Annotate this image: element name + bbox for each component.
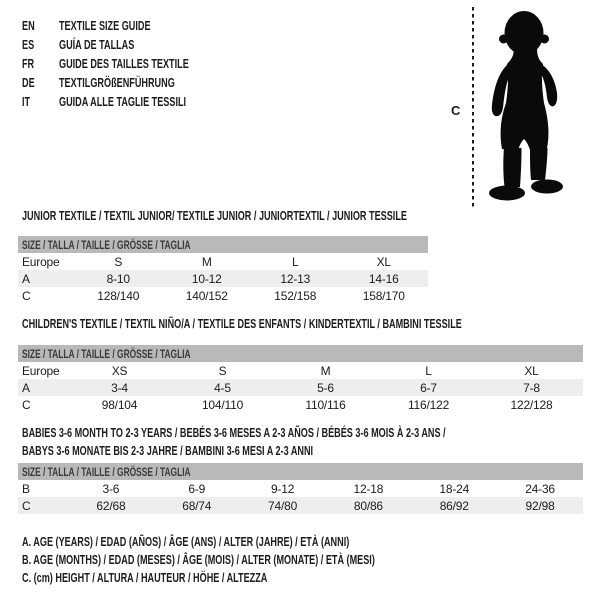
- language-label: TEXTILE SIZE GUIDE: [59, 18, 151, 33]
- size-cell: 10-12: [191, 271, 222, 286]
- size-cell: 6-7: [420, 380, 437, 395]
- language-row-it: IT GUIDA ALLE TAGLIE TESSILI: [22, 92, 244, 111]
- language-label: GUIDE DES TAILLES TEXTILE: [59, 56, 189, 71]
- section-title-junior: JUNIOR TEXTILE / TEXTIL JUNIOR/ TEXTILE …: [22, 209, 572, 222]
- section-title-text: JUNIOR TEXTILE / TEXTIL JUNIOR/ TEXTILE …: [22, 208, 407, 223]
- size-cell: 116/122: [407, 397, 450, 412]
- language-row-fr: FR GUIDE DES TAILLES TEXTILE: [22, 54, 244, 73]
- section-title-text: BABYS 3-6 MONATE BIS 2-3 JAHRE / BAMBINI…: [22, 443, 314, 458]
- legend-text: A. AGE (YEARS) / EDAD (AÑOS) / ÂGE (ANS)…: [22, 534, 350, 549]
- section-title-text: CHILDREN'S TEXTILE / TEXTIL NIÑO/A / TEX…: [22, 316, 462, 331]
- row-label: A: [22, 380, 30, 395]
- size-cell: 128/140: [97, 288, 140, 303]
- section-title-babies-line1: BABIES 3-6 MONTH TO 2-3 YEARS / BEBÉS 3-…: [22, 426, 600, 439]
- height-measure-dashed-line: [472, 7, 474, 207]
- table-row: C 128/140 140/152 152/158 158/170: [18, 287, 428, 304]
- language-row-en: EN TEXTILE SIZE GUIDE: [22, 16, 244, 35]
- table-row: B 3-6 6-9 9-12 12-18 18-24 24-36: [18, 480, 583, 497]
- language-code: ES: [22, 37, 35, 52]
- language-label: GUÍA DE TALLAS: [59, 37, 135, 52]
- row-label: Europe: [22, 254, 60, 269]
- table-header-label: SIZE / TALLA / TAILLE / GRÖSSE / TAGLIA: [22, 346, 191, 361]
- size-cell: 12-18: [353, 481, 384, 496]
- table-row: Europe S M L XL: [18, 253, 428, 270]
- size-cell: 92/98: [525, 498, 555, 513]
- size-cell: 14-16: [368, 271, 399, 286]
- size-cell: 62/68: [96, 498, 126, 513]
- size-cell: L: [292, 254, 299, 269]
- size-cell: 3-4: [111, 380, 128, 395]
- section-title-text: BABIES 3-6 MONTH TO 2-3 YEARS / BEBÉS 3-…: [22, 425, 446, 440]
- language-code: EN: [22, 18, 35, 33]
- table-row: C 98/104 104/110 110/116 116/122 122/128: [18, 396, 583, 413]
- size-cell: 9-12: [270, 481, 295, 496]
- language-label: GUIDA ALLE TAGLIE TESSILI: [59, 94, 187, 109]
- language-code: DE: [22, 75, 35, 90]
- table-header-bar: SIZE / TALLA / TAILLE / GRÖSSE / TAGLIA: [18, 345, 583, 362]
- legend-line-b: B. AGE (MONTHS) / EDAD (MESES) / ÂGE (MO…: [22, 551, 526, 569]
- size-cell: S: [218, 363, 227, 378]
- children-size-table: SIZE / TALLA / TAILLE / GRÖSSE / TAGLIA E…: [18, 345, 583, 413]
- size-cell: M: [201, 254, 212, 269]
- size-cell: 5-6: [317, 380, 334, 395]
- size-cell: 4-5: [214, 380, 231, 395]
- size-cell: 104/110: [201, 397, 244, 412]
- size-cell: XL: [376, 254, 391, 269]
- table-header-bar: SIZE / TALLA / TAILLE / GRÖSSE / TAGLIA: [18, 236, 428, 253]
- babies-size-table: SIZE / TALLA / TAILLE / GRÖSSE / TAGLIA B…: [18, 463, 583, 514]
- table-row: A 3-4 4-5 5-6 6-7 7-8: [18, 379, 583, 396]
- size-cell: 122/128: [510, 397, 553, 412]
- size-cell: 8-10: [106, 271, 130, 286]
- legend-text: B. AGE (MONTHS) / EDAD (MESES) / ÂGE (MO…: [22, 552, 375, 567]
- section-title-babies-line2: BABYS 3-6 MONATE BIS 2-3 JAHRE / BAMBINI…: [22, 444, 438, 457]
- row-label: C: [22, 397, 31, 412]
- language-code: IT: [22, 94, 31, 109]
- legend-block: A. AGE (YEARS) / EDAD (AÑOS) / ÂGE (ANS)…: [22, 533, 526, 587]
- row-label: Europe: [22, 363, 60, 378]
- size-cell: 24-36: [525, 481, 555, 496]
- language-label: TEXTILGRÖßENFÜHRUNG: [59, 75, 175, 90]
- size-cell: XL: [524, 363, 539, 378]
- table-row: C 62/68 68/74 74/80 80/86 86/92 92/98: [18, 497, 583, 514]
- baby-silhouette-icon: [489, 11, 563, 201]
- size-cell: 158/170: [362, 288, 405, 303]
- size-cell: XS: [111, 363, 128, 378]
- table-header-label: SIZE / TALLA / TAILLE / GRÖSSE / TAGLIA: [22, 237, 191, 252]
- size-cell: 74/80: [268, 498, 298, 513]
- size-cell: 98/104: [101, 397, 138, 412]
- size-cell: 18-24: [439, 481, 470, 496]
- table-header-bar: SIZE / TALLA / TAILLE / GRÖSSE / TAGLIA: [18, 463, 583, 480]
- size-cell: 3-6: [102, 481, 120, 496]
- section-title-children: CHILDREN'S TEXTILE / TEXTIL NIÑO/A / TEX…: [22, 317, 600, 330]
- junior-size-table: SIZE / TALLA / TAILLE / GRÖSSE / TAGLIA E…: [18, 236, 428, 304]
- size-cell: 68/74: [182, 498, 212, 513]
- table-row: A 8-10 10-12 12-13 14-16: [18, 270, 428, 287]
- legend-text: C. (cm) HEIGHT / ALTURA / HAUTEUR / HÖHE…: [22, 570, 268, 585]
- size-cell: L: [425, 363, 432, 378]
- row-label: C: [22, 498, 31, 513]
- size-cell: 7-8: [523, 380, 540, 395]
- size-cell: 110/116: [305, 397, 346, 412]
- size-cell: 80/86: [353, 498, 383, 513]
- language-row-es: ES GUÍA DE TALLAS: [22, 35, 244, 54]
- language-title-list: EN TEXTILE SIZE GUIDE ES GUÍA DE TALLAS …: [22, 16, 244, 111]
- row-label: A: [22, 271, 30, 286]
- table-header-label: SIZE / TALLA / TAILLE / GRÖSSE / TAGLIA: [22, 464, 191, 479]
- size-cell: S: [114, 254, 123, 269]
- legend-line-a: A. AGE (YEARS) / EDAD (AÑOS) / ÂGE (ANS)…: [22, 533, 526, 551]
- height-measure-label: C: [451, 103, 461, 118]
- table-row: Europe XS S M L XL: [18, 362, 583, 379]
- size-cell: 12-13: [280, 271, 311, 286]
- size-cell: 6-9: [188, 481, 206, 496]
- size-cell: 152/158: [274, 288, 317, 303]
- size-cell: 86/92: [439, 498, 469, 513]
- legend-line-c: C. (cm) HEIGHT / ALTURA / HAUTEUR / HÖHE…: [22, 569, 526, 587]
- size-cell: M: [320, 363, 331, 378]
- row-label: C: [22, 288, 31, 303]
- language-code: FR: [22, 56, 35, 71]
- size-cell: 140/152: [185, 288, 228, 303]
- language-row-de: DE TEXTILGRÖßENFÜHRUNG: [22, 73, 244, 92]
- row-label: B: [22, 481, 30, 496]
